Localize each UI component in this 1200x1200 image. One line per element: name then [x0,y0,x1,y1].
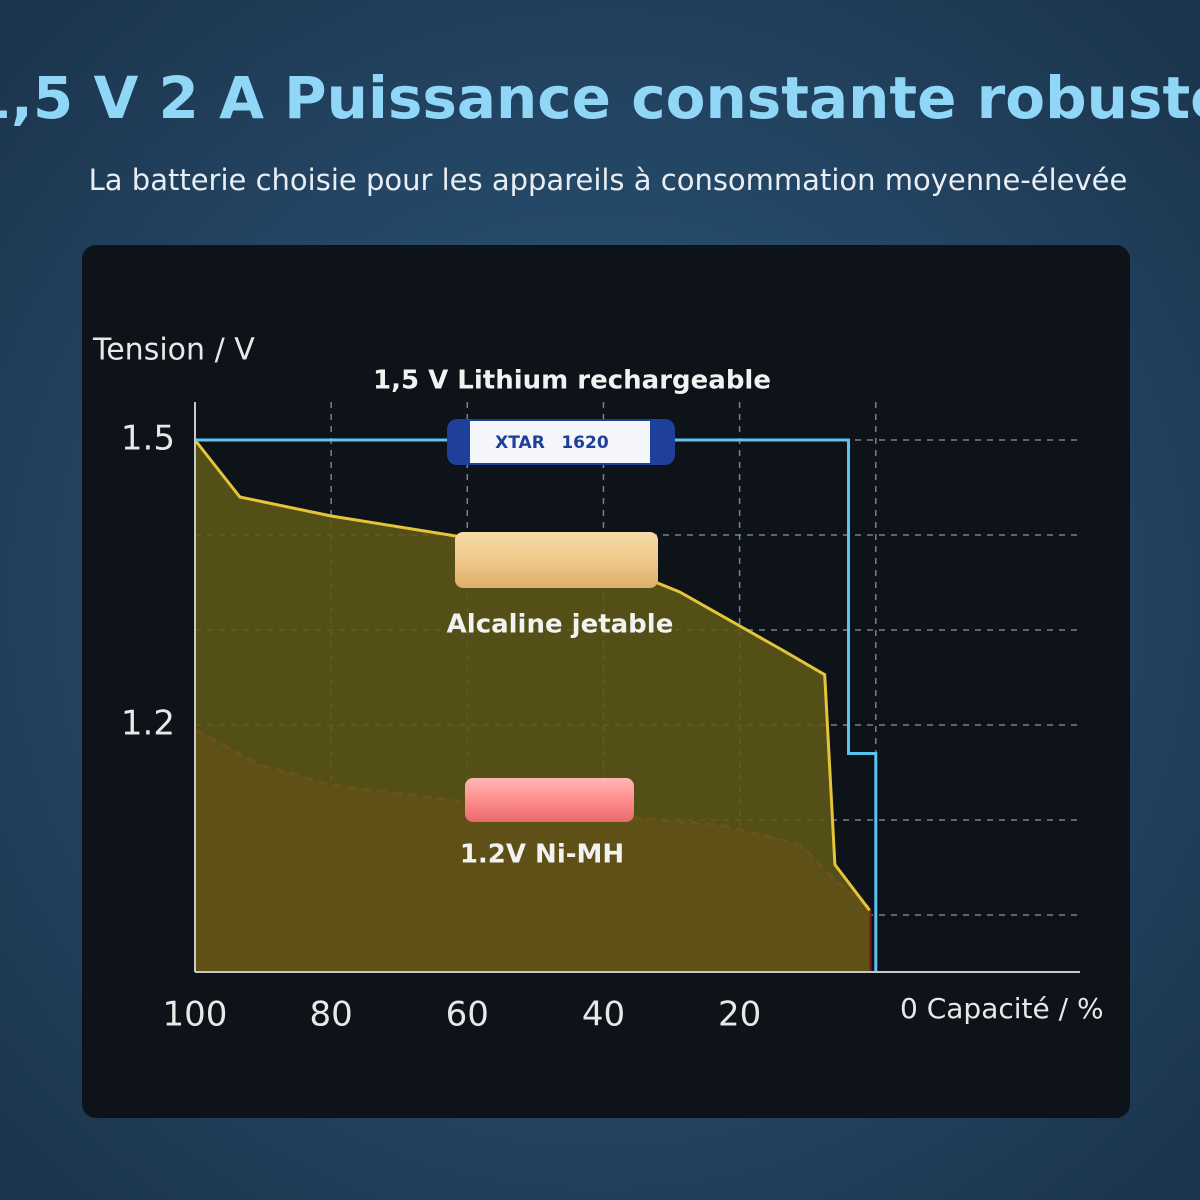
plot: 1.5 1.2 100 80 60 40 20 [121,402,1080,1035]
y-axis-label: Tension / V [92,333,255,368]
batteries: XTAR 1620 [447,419,675,822]
x-tick-label: 60 [446,995,489,1035]
series-label: 1.2V Ni-MH [460,840,624,870]
x-tick-label: 80 [310,995,353,1035]
battery-capacity: 1620 [561,433,608,453]
x-tick-label: 100 [163,995,228,1035]
series-label: 1,5 V Lithium rechargeable [373,366,771,396]
battery-wrap [470,421,650,463]
y-tick-label: 1.5 [121,419,175,459]
subtitle: La batterie choisie pour les appareils à… [89,163,1128,197]
y-tick-label: 1.2 [121,704,175,744]
series-labels: 1.2V Ni-MH Alcaline jetable 1,5 V Lithium … [373,366,771,870]
area [195,440,870,972]
alkaline-battery [455,532,658,588]
battery-brand: XTAR [495,433,545,453]
title: 1,5 V 2 A Puissance constante robuste [0,64,1200,132]
series-label: Alcaline jetable [447,610,674,640]
x-tick-label: 20 [718,995,761,1035]
x-tick-label: 40 [582,995,625,1035]
x-axis-label: 0 Capacité / % [900,992,1104,1025]
nimh-battery [465,778,634,822]
